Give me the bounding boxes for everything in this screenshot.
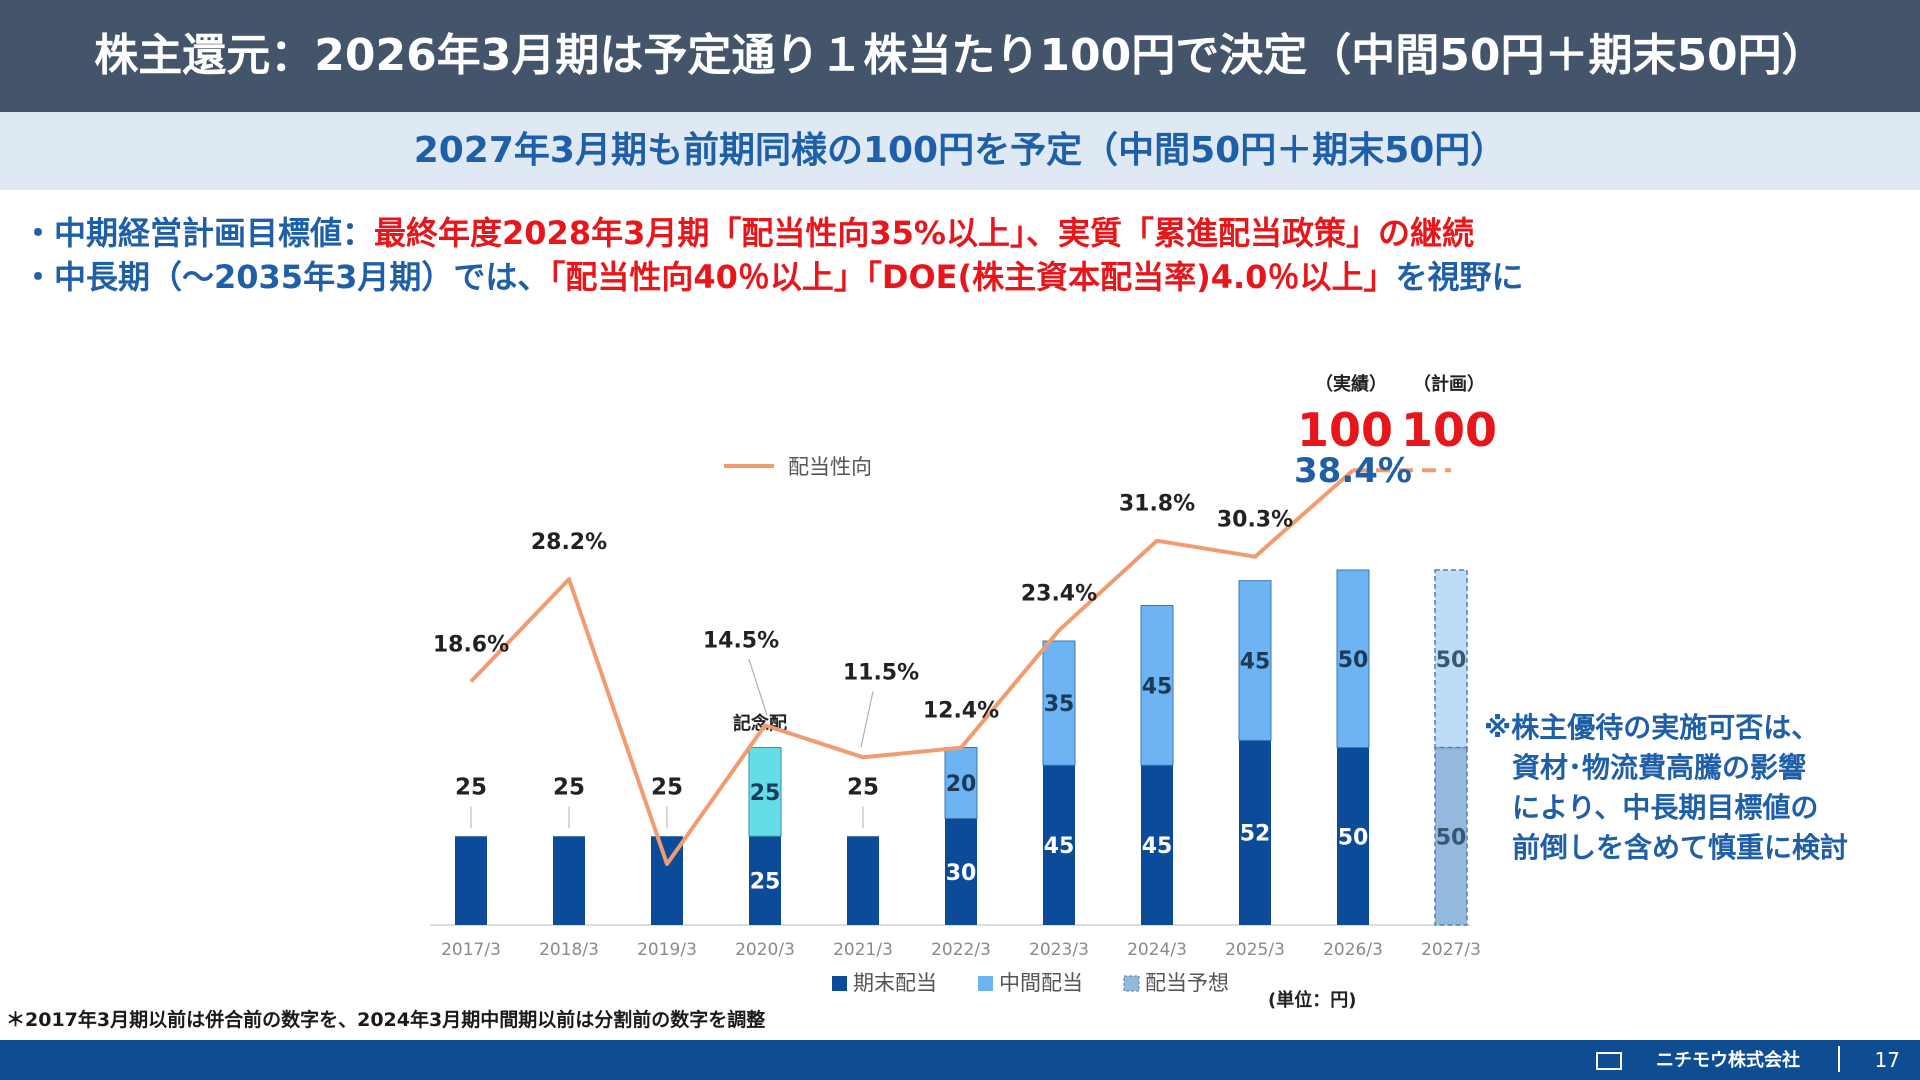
x-tick-label: 2026/3 bbox=[1323, 940, 1383, 960]
bar-interim bbox=[1042, 640, 1076, 766]
x-tick-label: 2019/3 bbox=[637, 940, 697, 960]
unit-label: (単位：円) bbox=[1268, 989, 1356, 1011]
x-tick-label: 2021/3 bbox=[833, 940, 893, 960]
bar-value-label: 25 bbox=[750, 870, 781, 895]
bullet-mid-term-target: ・中期経営計画目標値：最終年度2028年3月期「配当性向35%以上」、実質「累進… bbox=[22, 208, 1474, 254]
bar-value-label: 45 bbox=[1142, 674, 1173, 699]
bar-value-label: 45 bbox=[1240, 650, 1271, 675]
payout-ratio-label: 23.4% bbox=[1021, 581, 1097, 606]
page-number: 17 bbox=[1874, 1048, 1900, 1072]
bullet-tail: を視野に bbox=[1395, 258, 1524, 296]
bar-forecast-year-end bbox=[1434, 746, 1468, 926]
bar-value-label: 30 bbox=[946, 861, 977, 886]
payout-ratio-line bbox=[469, 468, 1355, 866]
actual-label: （実績） bbox=[1315, 373, 1387, 395]
footnote: ＊2017年3月期以前は併合前の数字を、2024年3月期中間期以前は分割前の数字… bbox=[6, 1009, 766, 1031]
bar-value-label: 50 bbox=[1338, 825, 1369, 850]
payout-ratio-highlight-label: 38.4% bbox=[1294, 451, 1412, 491]
bullet-highlight: 最終年度2028年3月期「配当性向35%以上」、実質「累進配当政策」の継続 bbox=[374, 214, 1474, 252]
bar-year-end bbox=[455, 836, 487, 925]
payout-ratio-label: 11.5% bbox=[843, 660, 919, 685]
note-line: 資材･物流費高騰の影響 bbox=[1484, 751, 1807, 784]
company-logo-icon bbox=[1596, 1052, 1622, 1070]
slide-title: 株主還元：2026年3月期は予定通り１株当たり100円で決定（中間50円＋期末5… bbox=[0, 0, 1920, 112]
note-line: ※株主優待の実施可否は、 bbox=[1484, 711, 1820, 744]
bar-interim bbox=[1140, 605, 1174, 766]
x-tick-label: 2022/3 bbox=[931, 940, 991, 960]
payout-ratio-label: 30.3% bbox=[1217, 508, 1293, 533]
bar-total-label: 25 bbox=[847, 774, 879, 800]
label-leader bbox=[748, 659, 768, 716]
bar-value-label: 20 bbox=[946, 772, 977, 797]
bar-year-end bbox=[749, 836, 781, 925]
payout-ratio-label: 12.4% bbox=[923, 699, 999, 724]
bar-value-label: 35 bbox=[1044, 692, 1075, 717]
bar-value-label: 52 bbox=[1240, 822, 1271, 847]
bullet-lead: ・中長期（～2035年3月期）では、 bbox=[22, 258, 550, 296]
x-tick-label: 2024/3 bbox=[1127, 940, 1187, 960]
payout-ratio-label: 31.8% bbox=[1119, 492, 1195, 517]
bar-year-end bbox=[1337, 747, 1369, 925]
bullet-long-term-target: ・中長期（～2035年3月期）では、「配当性向40％以上」「DOE(株主資本配当… bbox=[22, 252, 1523, 298]
x-tick-label: 2020/3 bbox=[735, 940, 795, 960]
shareholder-benefit-note: ※株主優待の実施可否は、 資材･物流費高騰の影響 により、中長期目標値の 前倒し… bbox=[1484, 708, 1848, 868]
x-tick-label: 2018/3 bbox=[539, 940, 599, 960]
company-name: ニチモウ株式会社 bbox=[1656, 1050, 1800, 1071]
bar-total-label: 25 bbox=[455, 774, 487, 800]
footer-divider bbox=[1838, 1046, 1840, 1072]
payout-ratio-label: 28.2% bbox=[531, 530, 607, 555]
actual-total-label: 100 bbox=[1297, 403, 1393, 457]
bar-total-label: 25 bbox=[553, 774, 585, 800]
plan-total-label: 100 bbox=[1401, 403, 1497, 457]
legend-label: 配当予想 bbox=[1145, 971, 1229, 995]
bar-value-label: 50 bbox=[1338, 648, 1369, 673]
legend-swatch bbox=[832, 976, 847, 991]
x-tick-label: 2023/3 bbox=[1029, 940, 1089, 960]
bullet-highlight: 「配当性向40％以上」「DOE(株主資本配当率)4.0％以上」 bbox=[549, 258, 1396, 296]
bar-year-end bbox=[1043, 765, 1075, 925]
note-line: により、中長期目標値の bbox=[1484, 791, 1819, 824]
bar-value-label: 45 bbox=[1044, 834, 1075, 859]
bar-value-label: 50 bbox=[1436, 825, 1467, 850]
legend-label: 期末配当 bbox=[853, 971, 937, 995]
bar-forecast-interim bbox=[1434, 569, 1468, 749]
legend-swatch bbox=[1123, 975, 1140, 992]
bar-value-label: 45 bbox=[1142, 834, 1173, 859]
bar-year-end bbox=[1141, 765, 1173, 925]
plan-label: （計画） bbox=[1413, 373, 1485, 395]
bar-year-end bbox=[847, 836, 879, 925]
payout-ratio-label: 14.5% bbox=[703, 628, 779, 653]
bar-year-end bbox=[1239, 740, 1271, 925]
legend-line-label: 配当性向 bbox=[788, 455, 872, 479]
bar-interim bbox=[1336, 569, 1370, 748]
payout-ratio-label: 18.6% bbox=[433, 633, 509, 658]
bar-value-label: 25 bbox=[750, 781, 781, 806]
bar-value-label: 50 bbox=[1436, 648, 1467, 673]
bullet-lead: ・中期経営計画目標値： bbox=[22, 214, 375, 252]
legend-swatch bbox=[978, 976, 993, 991]
x-tick-label: 2027/3 bbox=[1421, 940, 1481, 960]
x-tick-label: 2025/3 bbox=[1225, 940, 1285, 960]
bar-commemorative bbox=[748, 747, 782, 837]
bar-interim bbox=[1238, 580, 1272, 741]
bar-total-label: 25 bbox=[651, 774, 683, 800]
bar-year-end bbox=[553, 836, 585, 925]
footer-bar: ニチモウ株式会社 17 bbox=[0, 1040, 1920, 1080]
slide-subtitle: 2027年3月期も前期同様の100円を予定（中間50円＋期末50円） bbox=[0, 112, 1920, 190]
x-tick-label: 2017/3 bbox=[441, 940, 501, 960]
label-leader bbox=[860, 691, 874, 748]
legend-label: 中間配当 bbox=[999, 971, 1083, 995]
bar-year-end bbox=[945, 818, 977, 925]
note-line: 前倒しを含めて慎重に検討 bbox=[1484, 831, 1849, 864]
